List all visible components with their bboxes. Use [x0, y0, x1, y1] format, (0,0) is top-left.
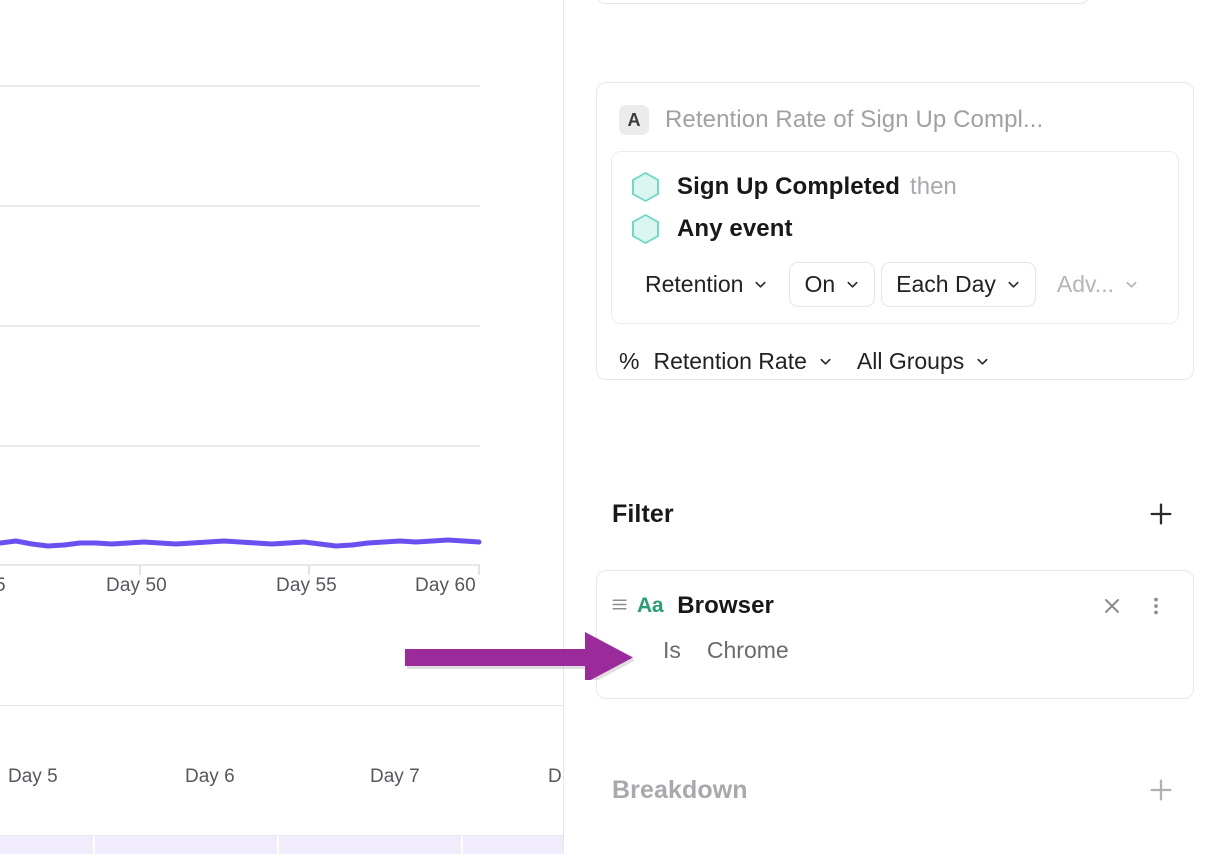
event-row-1[interactable]: Any event: [612, 208, 1178, 250]
x-tick-label-3: Day 60: [415, 575, 476, 596]
filter-value[interactable]: Chrome: [706, 637, 789, 663]
table-row: [0, 836, 563, 854]
dropdown-measure[interactable]: Retention Rate: [653, 348, 832, 375]
retention-table: Day 5 Day 6 Day 7 D: [0, 706, 563, 854]
table-cell[interactable]: [95, 836, 277, 854]
config-panel: A Retention Rate of Sign Up Compl... Sig…: [564, 0, 1222, 854]
chevron-down-icon: [975, 354, 990, 369]
metric-controls-row: Retention On Each Day Adv...: [612, 250, 1178, 307]
dropdown-advanced[interactable]: Adv...: [1042, 262, 1154, 307]
chevron-down-icon: [1006, 277, 1021, 292]
event-hexagon-icon: [632, 172, 659, 202]
breakdown-title: Breakdown: [612, 775, 748, 804]
table-cell[interactable]: [0, 836, 93, 854]
metric-header: A Retention Rate of Sign Up Compl...: [597, 83, 1193, 151]
dropdown-each-day[interactable]: Each Day: [881, 262, 1036, 307]
dropdown-label: Adv...: [1056, 271, 1114, 297]
filter-item-header: Aa Browser: [597, 571, 1193, 621]
event-hexagon-icon: [632, 214, 659, 244]
table-cell[interactable]: [279, 836, 461, 854]
filter-property-label[interactable]: Browser: [677, 592, 774, 619]
table-column-header[interactable]: Day 5: [8, 766, 58, 787]
x-tick-label-1: Day 50: [106, 575, 167, 596]
chevron-down-icon: [818, 354, 833, 369]
card-above-stub: [596, 0, 1089, 4]
table-column-header[interactable]: D: [548, 766, 562, 787]
add-breakdown-button[interactable]: [1144, 773, 1178, 807]
pane-divider: [563, 0, 564, 854]
event-name: Sign Up Completed: [677, 173, 901, 200]
chevron-down-icon: [753, 277, 768, 292]
filter-item-card[interactable]: Aa Browser Is Chrome: [596, 570, 1194, 699]
event-connector: then: [910, 173, 957, 200]
chart-axis: [0, 564, 480, 575]
dropdown-on[interactable]: On: [789, 262, 876, 307]
x-tick-label-0: 5: [0, 575, 6, 596]
filter-operator[interactable]: Is: [663, 637, 681, 663]
table-column-header[interactable]: Day 6: [185, 766, 235, 787]
add-filter-button[interactable]: [1144, 497, 1178, 531]
table-column-header[interactable]: Day 7: [370, 766, 420, 787]
events-group: Sign Up Completed then Any event Retentio…: [611, 151, 1179, 324]
retention-line-chart[interactable]: 5 Day 50 Day 55 Day 60: [0, 0, 563, 705]
dropdown-label: On: [804, 271, 836, 297]
event-name: Any event: [677, 215, 793, 242]
metric-letter-badge: A: [619, 105, 649, 135]
close-icon[interactable]: [1097, 591, 1127, 621]
retention-series-line: [0, 537, 482, 549]
text-type-icon: Aa: [637, 594, 664, 617]
drag-handle-icon[interactable]: [611, 596, 629, 616]
table-header-row: Day 5 Day 6 Day 7 D: [0, 766, 563, 826]
chart-canvas: [0, 85, 482, 575]
dropdown-label: Each Day: [896, 271, 996, 297]
filter-section-header: Filter: [612, 496, 1178, 532]
table-header-divider: [0, 835, 563, 836]
chevron-down-icon: [845, 277, 860, 292]
metric-card[interactable]: A Retention Rate of Sign Up Compl... Sig…: [596, 82, 1194, 380]
dropdown-groups[interactable]: All Groups: [857, 348, 990, 375]
dropdown-label: Retention: [645, 271, 744, 297]
metric-title[interactable]: Retention Rate of Sign Up Compl...: [665, 106, 1044, 133]
percent-icon: %: [619, 348, 640, 374]
event-row-0[interactable]: Sign Up Completed then: [612, 166, 1178, 208]
measure-label: Retention Rate: [653, 348, 807, 374]
filter-title: Filter: [612, 499, 674, 528]
chart-gridlines: [0, 85, 480, 447]
dropdown-retention[interactable]: Retention: [630, 262, 783, 307]
table-cell[interactable]: [463, 836, 563, 854]
filter-condition-row[interactable]: Is Chrome: [597, 621, 1193, 664]
plus-icon: [1150, 779, 1172, 801]
x-tick-label-2: Day 55: [276, 575, 337, 596]
chart-table-divider: [0, 705, 563, 706]
measure-row: % Retention Rate All Groups: [597, 332, 1193, 379]
plus-icon: [1150, 503, 1172, 525]
breakdown-section-header: Breakdown: [612, 772, 1178, 808]
kebab-menu-icon[interactable]: [1141, 591, 1171, 621]
chevron-down-icon: [1124, 277, 1139, 292]
groups-label: All Groups: [856, 348, 965, 374]
chart-pane: 5 Day 50 Day 55 Day 60 Day 5 Day 6 Day 7…: [0, 0, 563, 854]
